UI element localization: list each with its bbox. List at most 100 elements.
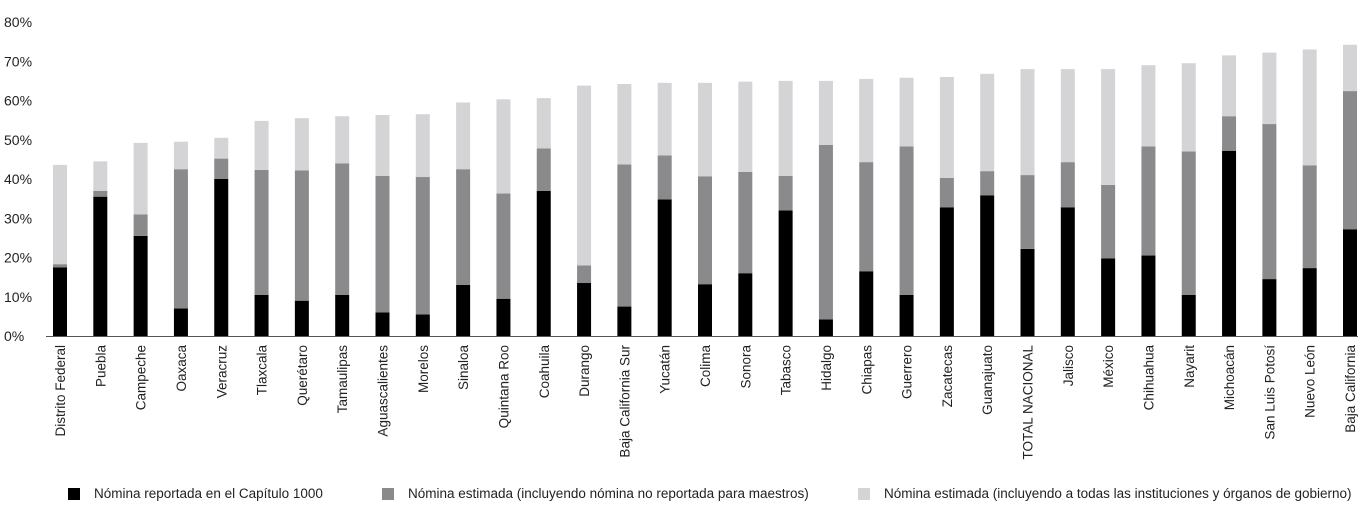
bar-segment-estimated-teachers xyxy=(818,144,833,320)
bar-segment-reported xyxy=(657,199,672,336)
bar-segment-reported xyxy=(899,294,914,336)
bar-segment-reported xyxy=(1101,258,1116,336)
bar-segment-estimated-all xyxy=(1262,52,1277,125)
bar-segment-estimated-all xyxy=(93,161,108,191)
bar-segment-estimated-teachers xyxy=(335,163,350,295)
x-tick-label: Sinaloa xyxy=(456,345,471,391)
bar-segment-reported xyxy=(93,196,108,336)
y-tick-label: 40% xyxy=(4,171,32,187)
x-tick-label: TOTAL NACIONAL xyxy=(1021,345,1036,460)
bar-segment-reported xyxy=(1020,248,1035,336)
bar-segment-reported xyxy=(778,210,793,336)
x-tick-label: Hidalgo xyxy=(819,345,834,391)
legend-label-reported: Nómina reportada en el Capítulo 1000 xyxy=(94,486,323,501)
y-tick-label: 60% xyxy=(4,93,32,109)
bar-segment-estimated-teachers xyxy=(1020,175,1035,249)
bar-segment-estimated-all xyxy=(778,80,793,176)
bar-segment-estimated-all xyxy=(536,98,551,149)
bar-segment-reported xyxy=(1262,279,1277,336)
bar-segment-estimated-all xyxy=(1141,65,1156,147)
stacked-bar-chart: 0% 10% 20% 30% 40% 50% 60% 70% 80% Distrito Fede… xyxy=(4,14,1358,460)
x-tick-label: Campeche xyxy=(134,345,149,410)
bar-segment-estimated-teachers xyxy=(496,193,511,299)
bar-segment-estimated-all xyxy=(496,99,511,194)
x-tick-label: Veracruz xyxy=(214,345,229,399)
bar-segment-estimated-all xyxy=(1181,63,1196,152)
x-tick-label: Baja California Sur xyxy=(617,345,632,458)
y-tick-label: 10% xyxy=(4,289,32,305)
y-tick-label: 0% xyxy=(4,328,24,344)
bar-segment-reported xyxy=(214,179,229,336)
bar-segment-reported xyxy=(375,312,390,336)
x-tick-label: Nuevo León xyxy=(1303,345,1318,418)
bar-segment-estimated-all xyxy=(980,73,995,172)
x-tick-label: Tamaulipas xyxy=(335,345,350,414)
bar-segment-reported xyxy=(980,195,995,336)
x-tick-label: Michoacán xyxy=(1222,345,1237,410)
legend-swatch-estimated-teachers xyxy=(382,487,394,500)
bar-segment-estimated-teachers xyxy=(254,169,269,295)
bar-segment-estimated-all xyxy=(456,102,471,170)
bar-segment-estimated-all xyxy=(1302,49,1317,166)
bar-segment-reported xyxy=(1222,150,1237,336)
x-tick-label: Guerrero xyxy=(900,345,915,399)
legend-label-estimated-all: Nómina estimada (incluyendo a todas las … xyxy=(884,486,1352,501)
bar-segment-estimated-all xyxy=(335,116,350,164)
y-tick-label: 70% xyxy=(4,53,32,69)
bar-segment-estimated-teachers xyxy=(375,175,390,313)
bar-segment-estimated-all xyxy=(1222,55,1237,117)
bar-segment-estimated-teachers xyxy=(778,175,793,211)
bar-segment-estimated-teachers xyxy=(980,171,995,196)
y-tick-label: 50% xyxy=(4,132,32,148)
x-tick-label: Nayarit xyxy=(1182,345,1197,388)
bar-segment-reported xyxy=(53,267,67,336)
bar-segment-estimated-all xyxy=(899,77,914,147)
legend-item-estimated-teachers: Nómina estimada (incluyendo nómina no re… xyxy=(382,486,809,501)
bar-segment-estimated-teachers xyxy=(698,176,712,285)
bar-segment-reported xyxy=(1302,268,1317,336)
bar-segment-estimated-all xyxy=(214,137,229,159)
y-tick-label: 20% xyxy=(4,250,32,266)
bar-segment-reported xyxy=(577,283,592,336)
bar-segment-reported xyxy=(415,314,430,336)
x-tick-label: Jalisco xyxy=(1061,345,1076,386)
legend-item-reported: Nómina reportada en el Capítulo 1000 xyxy=(68,486,323,501)
bar-segment-reported xyxy=(698,284,712,336)
bar-segment-reported xyxy=(1060,207,1075,336)
x-tick-label: Quintana Roo xyxy=(496,345,511,428)
x-tick-label: Durango xyxy=(577,345,592,397)
bar-segment-estimated-teachers xyxy=(617,164,632,307)
bar-segment-estimated-teachers xyxy=(415,177,430,315)
bar-segment-estimated-teachers xyxy=(53,264,67,268)
bar-segment-estimated-all xyxy=(738,81,753,172)
x-tick-label: Oaxaca xyxy=(174,345,189,392)
bar-segment-reported xyxy=(536,190,551,336)
x-tick-label: San Luis Potosí xyxy=(1262,345,1277,440)
bar-segment-reported xyxy=(1181,294,1196,336)
bar-segment-estimated-all xyxy=(133,142,148,215)
legend-label-estimated-teachers: Nómina estimada (incluyendo nómina no re… xyxy=(408,486,809,501)
bar-segment-estimated-all xyxy=(53,164,67,265)
x-tick-label: Colima xyxy=(698,345,713,388)
x-tick-label: Chiapas xyxy=(859,345,874,395)
bar-segment-reported xyxy=(939,207,954,336)
bar-segment-estimated-teachers xyxy=(133,214,148,236)
bar-segment-estimated-teachers xyxy=(536,148,551,191)
bars xyxy=(53,44,1357,336)
bar-segment-estimated-teachers xyxy=(899,146,914,295)
bar-segment-estimated-all xyxy=(415,114,430,178)
bar-segment-reported xyxy=(1141,255,1156,336)
x-tick-label: Zacatecas xyxy=(940,345,955,408)
bar-segment-estimated-teachers xyxy=(93,190,108,197)
x-tick-label: Tlaxcala xyxy=(255,345,270,396)
bar-segment-estimated-all xyxy=(657,82,672,156)
bar-segment-reported xyxy=(859,271,874,336)
bar-segment-reported xyxy=(456,284,471,336)
bar-segment-estimated-all xyxy=(375,115,390,176)
bar-segment-estimated-all xyxy=(254,120,269,170)
bar-segment-estimated-teachers xyxy=(294,170,309,301)
x-tick-label: Sonora xyxy=(738,345,753,389)
bar-segment-reported xyxy=(294,300,309,336)
x-tick-label: Chihuahua xyxy=(1141,345,1156,411)
